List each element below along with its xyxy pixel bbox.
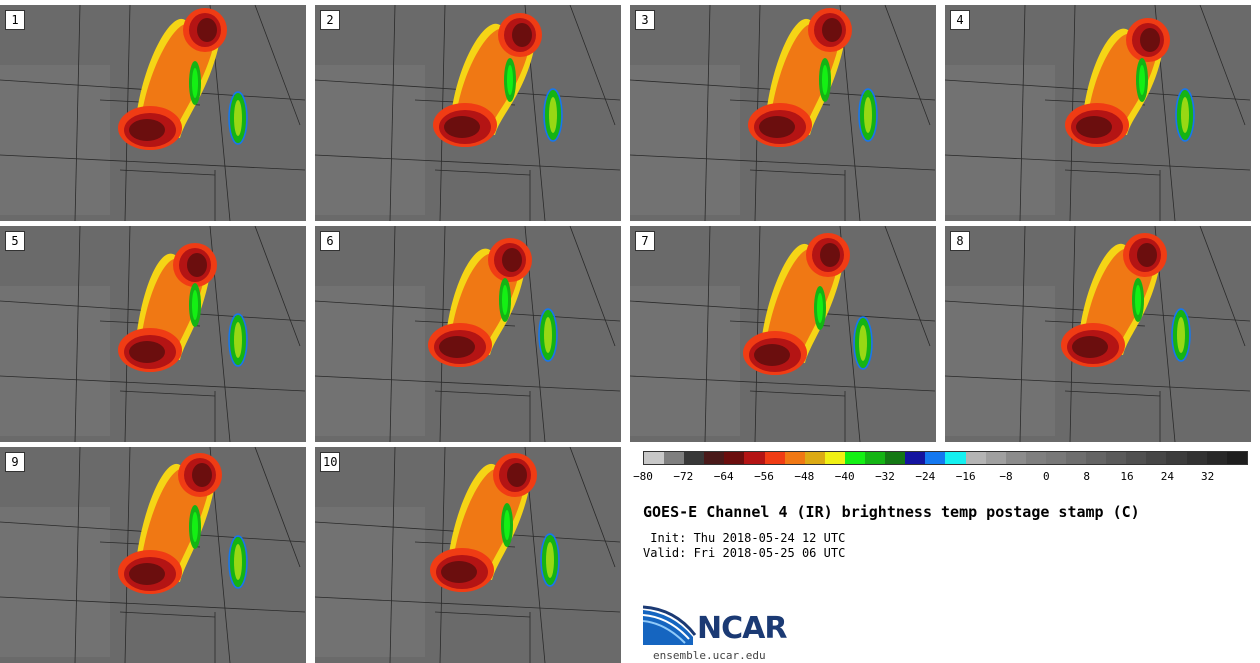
colorbar-swatch-14 — [925, 452, 946, 464]
init-time: Init: Thu 2018-05-24 12 UTC — [643, 531, 846, 545]
colorbar-tick-label: 24 — [1160, 470, 1174, 483]
colorbar-swatch-11 — [865, 452, 886, 464]
colorbar-swatch-23 — [1106, 452, 1127, 464]
colorbar-swatch-4 — [724, 452, 745, 464]
ncar-logo-icon — [643, 605, 697, 645]
colorbar-swatch-10 — [844, 452, 866, 464]
colorbar-swatch-29 — [1226, 452, 1247, 464]
colorbar-swatch-18 — [1005, 452, 1026, 464]
colorbar-swatch-6 — [764, 452, 785, 464]
panel-number-label: 5 — [5, 231, 25, 251]
colorbar-swatch-2 — [684, 452, 705, 464]
forecast-panel-9: 9 — [0, 447, 306, 663]
colorbar-swatch-17 — [985, 452, 1006, 464]
colorbar-tick-label: −24 — [915, 470, 936, 483]
valid-time: Valid: Fri 2018-05-25 06 UTC — [643, 546, 846, 560]
colorbar-tick-label: −64 — [713, 470, 734, 483]
colorbar-swatch-9 — [824, 452, 845, 464]
colorbar-tick-label: 16 — [1120, 470, 1134, 483]
satellite-map — [315, 447, 621, 663]
panel-number-label: 10 — [320, 452, 341, 472]
forecast-panel-7: 7 — [630, 226, 936, 442]
ncar-wordmark: NCAR — [697, 611, 787, 646]
colorbar-swatch-13 — [905, 452, 926, 464]
forecast-panel-6: 6 — [315, 226, 621, 442]
colorbar-swatch-28 — [1206, 452, 1227, 464]
colorbar-swatch-19 — [1025, 452, 1046, 464]
satellite-map — [945, 226, 1251, 442]
forecast-panel-4: 4 — [945, 5, 1251, 221]
colorbar-tick-label: −32 — [875, 470, 895, 483]
colorbar-tick-label: 8 — [1083, 470, 1090, 483]
colorbar-tick-label: −16 — [955, 470, 976, 483]
satellite-map — [630, 226, 936, 442]
panel-number-label: 6 — [320, 231, 340, 251]
colorbar-tick-label: −80 — [633, 470, 653, 483]
colorbar-swatch-20 — [1045, 452, 1066, 464]
colorbar-tick-label: −72 — [673, 470, 694, 483]
satellite-map — [0, 5, 306, 221]
colorbar-tick-label: 32 — [1201, 470, 1215, 483]
satellite-map — [0, 226, 306, 442]
panel-number-label: 4 — [950, 10, 970, 30]
panel-number-label: 7 — [635, 231, 655, 251]
forecast-panel-2: 2 — [315, 5, 621, 221]
forecast-panel-3: 3 — [630, 5, 936, 221]
colorbar-swatch-0 — [644, 452, 665, 464]
panel-number-label: 8 — [950, 231, 970, 251]
colorbar-tick-label: −8 — [999, 470, 1013, 483]
colorbar — [643, 451, 1248, 465]
colorbar-swatch-25 — [1146, 452, 1167, 464]
colorbar-swatch-22 — [1086, 452, 1107, 464]
panel-number-label: 1 — [5, 10, 25, 30]
satellite-map — [945, 5, 1251, 221]
colorbar-swatch-15 — [945, 452, 966, 464]
colorbar-tick-label: −56 — [754, 470, 774, 483]
colorbar-swatch-3 — [704, 452, 725, 464]
forecast-panel-1: 1 — [0, 5, 306, 221]
colorbar-swatch-7 — [784, 452, 805, 464]
forecast-panel-5: 5 — [0, 226, 306, 442]
forecast-panel-10: 10 — [315, 447, 621, 663]
panel-number-label: 3 — [635, 10, 655, 30]
colorbar-swatch-16 — [965, 452, 986, 464]
colorbar-swatch-24 — [1126, 452, 1147, 464]
colorbar-tick-label: 0 — [1043, 470, 1050, 483]
colorbar-swatch-26 — [1166, 452, 1187, 464]
website-link[interactable]: ensemble.ucar.edu — [653, 649, 766, 662]
satellite-map — [315, 226, 621, 442]
colorbar-swatch-12 — [885, 452, 906, 464]
forecast-panel-8: 8 — [945, 226, 1251, 442]
satellite-map — [630, 5, 936, 221]
satellite-map — [0, 447, 306, 663]
colorbar-swatch-27 — [1186, 452, 1207, 464]
panel-number-label: 9 — [5, 452, 25, 472]
panel-number-label: 2 — [320, 10, 340, 30]
satellite-map — [315, 5, 621, 221]
colorbar-swatch-5 — [744, 452, 765, 464]
colorbar-tick-label: −48 — [794, 470, 815, 483]
figure-title: GOES-E Channel 4 (IR) brightness temp po… — [643, 503, 1140, 521]
colorbar-swatch-1 — [664, 452, 685, 464]
colorbar-swatch-21 — [1065, 452, 1087, 464]
colorbar-ticks: −80 −72 −64 −56 −48 −40 −32 −24 −16 −8 0 8 16 24 32 — [633, 470, 1248, 484]
colorbar-tick-label: −40 — [834, 470, 855, 483]
colorbar-swatch-8 — [804, 452, 825, 464]
